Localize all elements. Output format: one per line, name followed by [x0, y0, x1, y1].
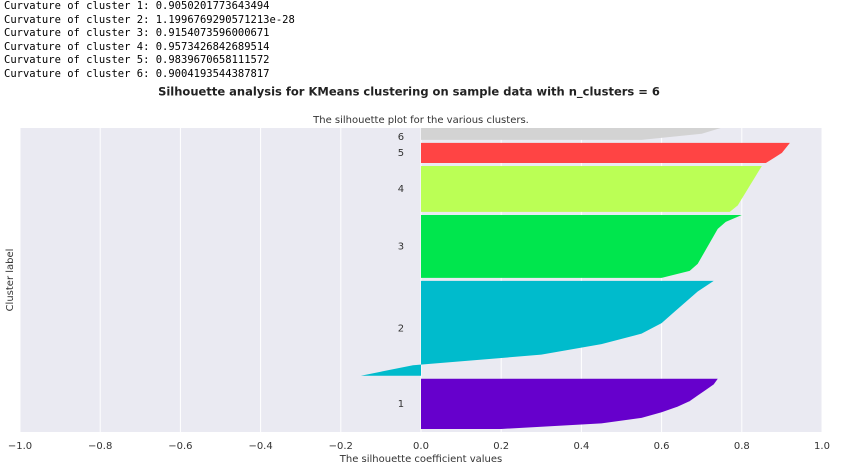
- x-tick-label: 0.6: [654, 441, 670, 452]
- cluster-label: 6: [398, 132, 404, 143]
- suptitle: Silhouette analysis for KMeans clusterin…: [158, 85, 660, 100]
- x-tick-label: −0.8: [88, 441, 112, 452]
- cluster-label: 3: [398, 241, 404, 252]
- cluster-label: 1: [398, 399, 404, 410]
- x-tick-label: 0.4: [573, 441, 589, 452]
- y-axis-label: Cluster label: [5, 249, 16, 312]
- x-tick-label: −1.0: [8, 441, 32, 452]
- console-line: Curvature of cluster 3: 0.91540735960006…: [4, 27, 270, 40]
- x-tick-label: 0.0: [413, 441, 429, 452]
- cluster-label: 4: [398, 184, 404, 195]
- x-tick-label: 1.0: [814, 441, 830, 452]
- cluster-silhouette: [421, 166, 762, 212]
- console-line: Curvature of cluster 5: 0.98396706581115…: [4, 54, 270, 67]
- x-tick-label: 0.8: [734, 441, 750, 452]
- x-axis-label: The silhouette coefficient values: [339, 454, 503, 465]
- cluster-silhouette: [421, 128, 721, 140]
- x-tick-label: 0.2: [493, 441, 509, 452]
- console-line: Curvature of cluster 4: 0.95734268426895…: [4, 40, 270, 53]
- console-line: Curvature of cluster 2: 1.19967692905712…: [4, 13, 295, 26]
- console-output: Curvature of cluster 1: 0.90502017736434…: [4, 0, 295, 82]
- cluster-silhouette: [421, 378, 718, 429]
- x-tick-label: −0.6: [168, 441, 192, 452]
- chart-title: The silhouette plot for the various clus…: [312, 115, 529, 126]
- x-tick-label: −0.2: [329, 441, 353, 452]
- cluster-label: 2: [398, 323, 404, 334]
- cluster-silhouette: [360, 280, 714, 376]
- x-tick-label: −0.4: [248, 441, 272, 452]
- console-line: Curvature of cluster 6: 0.90041935443878…: [4, 67, 270, 80]
- cluster-label: 5: [398, 148, 404, 159]
- cluster-silhouette: [421, 214, 742, 278]
- console-line: Curvature of cluster 1: 0.90502017736434…: [4, 0, 270, 12]
- cluster-silhouette: [421, 142, 790, 163]
